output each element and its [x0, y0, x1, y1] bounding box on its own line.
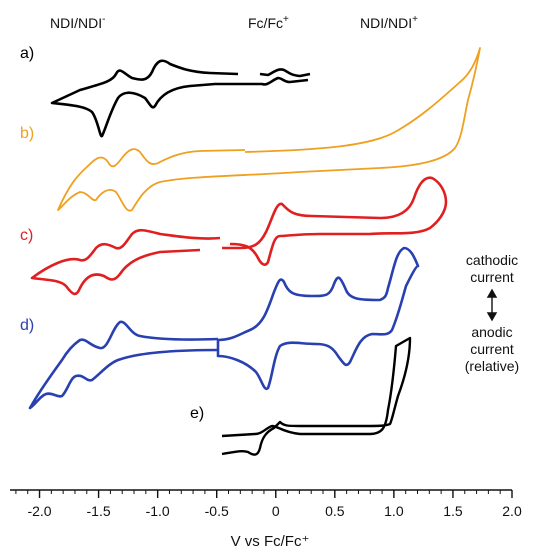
x-axis: -2.0 -1.5 -1.0 -0.5 0 0.5 1.0 1.5 2.0 [10, 489, 522, 519]
side-label-anodic-2: current [470, 341, 514, 357]
x-tick-label: 0.5 [325, 503, 345, 519]
top-label-ndi-minus: NDI/NDI- [50, 14, 105, 31]
trace-label-e: e) [190, 405, 204, 422]
x-tick-label: -1.5 [87, 503, 111, 519]
trace-d [28, 246, 420, 410]
trace-b-path [57, 47, 481, 212]
trace-label-a: a) [20, 45, 34, 62]
x-tick-label: -0.5 [205, 503, 229, 519]
trace-d-right-path [216, 246, 420, 391]
double-arrow-icon [486, 288, 498, 322]
trace-e-path [221, 336, 412, 456]
x-axis-label: V vs Fc/Fc⁺ [231, 533, 310, 550]
trace-c-left-path [30, 228, 221, 296]
x-tick-label: -2.0 [27, 503, 51, 519]
top-label-fc: Fc/Fc+ [248, 14, 289, 31]
trace-label-d: d) [20, 317, 34, 334]
side-label-anodic-3: (relative) [465, 358, 519, 374]
top-labels: NDI/NDI- Fc/Fc+ NDI/NDI+ [50, 14, 418, 31]
trace-c [30, 176, 448, 296]
x-tick-label: 0 [272, 503, 280, 519]
side-label-cathodic-2: current [470, 269, 514, 285]
trace-a [50, 59, 311, 138]
trace-b [57, 47, 481, 212]
trace-a-path [50, 59, 309, 138]
trace-d-left-path [28, 320, 219, 410]
side-label-anodic-1: anodic [471, 324, 512, 340]
x-tick-label: -1.0 [146, 503, 170, 519]
x-tick-label: 1.5 [443, 503, 463, 519]
x-tick-label: 2.0 [502, 503, 522, 519]
trace-label-b: b) [20, 125, 34, 142]
trace-e [221, 336, 412, 456]
top-label-ndi-plus: NDI/NDI+ [360, 14, 418, 31]
trace-a-fc-path [259, 68, 311, 78]
trace-label-c: c) [20, 227, 33, 244]
trace-c-right-path [222, 176, 448, 266]
x-tick-label: 1.0 [384, 503, 404, 519]
side-labels: cathodic current anodic current (relativ… [465, 252, 519, 374]
side-label-cathodic-1: cathodic [466, 252, 518, 268]
